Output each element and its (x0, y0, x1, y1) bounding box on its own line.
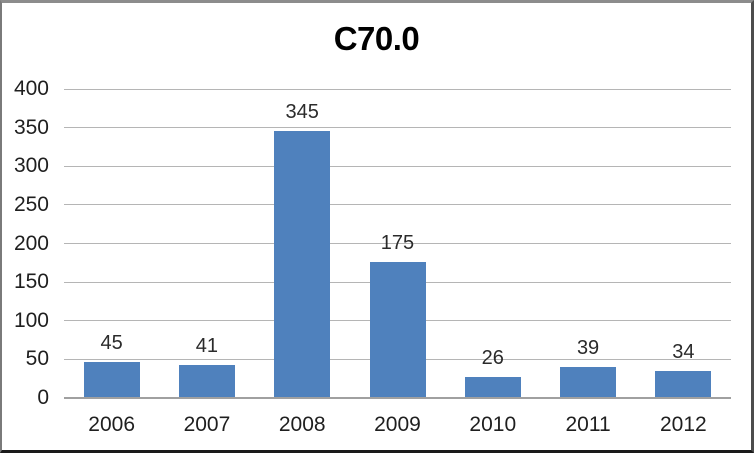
bar (560, 366, 617, 397)
bar (274, 130, 331, 397)
bar-value-label: 41 (195, 335, 219, 358)
bar (83, 362, 140, 397)
gridline (64, 204, 731, 206)
y-tick-label: 200 (13, 231, 49, 255)
x-tick-label: 2012 (659, 413, 707, 436)
plot-area: 45 41 345 175 26 39 34 (64, 88, 731, 399)
y-tick-label: 350 (13, 115, 49, 139)
gridline (64, 165, 731, 167)
y-tick-label: 150 (13, 270, 49, 294)
gridline (64, 243, 731, 244)
x-axis-line (64, 397, 731, 399)
bar (178, 365, 235, 397)
x-tick-label: 2007 (183, 413, 231, 436)
y-axis: 0 50 100 150 200 250 300 350 400 (2, 78, 56, 409)
y-tick-label: 0 (37, 386, 49, 409)
bar (464, 376, 521, 397)
bar (655, 370, 712, 397)
bar (369, 261, 426, 397)
bar-value-label: 26 (481, 346, 504, 369)
x-tick-label: 2009 (374, 413, 421, 436)
y-tick-label: 300 (13, 154, 49, 178)
bar-value-label: 45 (100, 332, 123, 355)
y-tick-label: 100 (13, 308, 49, 332)
bar-value-label: 34 (672, 340, 695, 363)
x-tick-label: 2006 (88, 413, 135, 436)
y-tick-label: 250 (13, 192, 49, 216)
gridline (64, 88, 731, 90)
x-tick-label: 2011 (565, 413, 611, 436)
x-axis: 2006 2007 2008 2009 2010 2011 2012 (64, 405, 731, 439)
chart-title: C70.0 (333, 20, 420, 57)
bar-value-label: 345 (285, 100, 319, 123)
bar-value-label: 39 (576, 336, 600, 359)
y-tick-label: 50 (25, 347, 49, 371)
gridline (64, 127, 731, 129)
bar-value-label: 175 (380, 231, 415, 254)
x-tick-label: 2010 (469, 413, 517, 436)
y-tick-label: 400 (13, 77, 49, 100)
x-tick-label: 2008 (278, 413, 326, 436)
